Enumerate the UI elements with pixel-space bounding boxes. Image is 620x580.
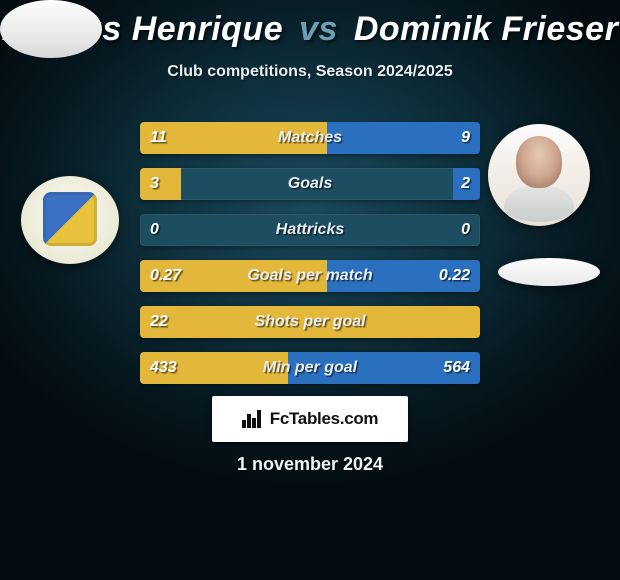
source-logo: FcTables.com [212,396,408,442]
value-right: 0 [461,221,470,239]
source-logo-text: FcTables.com [270,409,379,429]
value-right: 0.22 [439,267,470,285]
bar-left [140,168,181,200]
player2-avatar [488,124,590,226]
value-left: 22 [150,313,168,331]
stat-label: Goals per match [247,267,372,285]
stat-row: 0.27 0.22 Goals per match [140,260,480,292]
stat-label: Shots per goal [254,313,365,331]
value-left: 11 [150,129,167,147]
value-left: 433 [150,359,177,377]
player1-club-badge [21,176,119,264]
date-text: 1 november 2024 [237,454,383,475]
value-right: 564 [443,359,470,377]
stat-row: 11 9 Matches [140,122,480,154]
stat-label: Goals [288,175,332,193]
value-right: 9 [461,129,470,147]
stat-label: Hattricks [276,221,344,239]
value-left: 0 [150,221,159,239]
value-right: 2 [461,175,470,193]
value-left: 0.27 [150,267,181,285]
stat-label: Matches [278,129,342,147]
stats-table: 11 9 Matches 3 2 Goals 0 0 Hattricks 0.27 0.22 Goal… [140,122,480,398]
stat-row: 0 0 Hattricks [140,214,480,246]
player1-avatar [0,0,102,58]
stat-row: 3 2 Goals [140,168,480,200]
chart-icon [242,410,264,428]
stat-row: 22 Shots per goal [140,306,480,338]
value-left: 3 [150,175,159,193]
stat-row: 433 564 Min per goal [140,352,480,384]
player2-club-badge [498,258,600,286]
bar-right [327,122,480,154]
stat-label: Min per goal [263,359,357,377]
